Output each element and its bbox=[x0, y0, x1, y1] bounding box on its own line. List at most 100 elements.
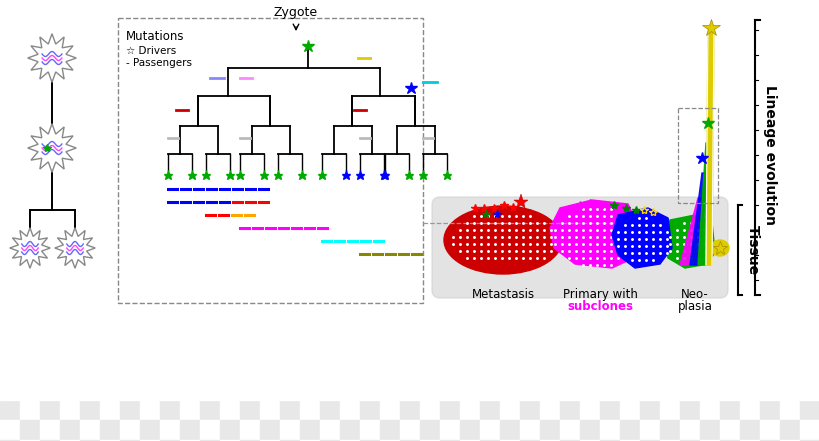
Bar bbox=[160, 220, 180, 240]
Bar bbox=[659, 0, 679, 20]
Bar bbox=[739, 180, 759, 200]
Bar bbox=[739, 0, 759, 20]
Polygon shape bbox=[679, 198, 704, 265]
Bar bbox=[479, 180, 500, 200]
Bar bbox=[540, 300, 559, 320]
Bar bbox=[260, 340, 279, 360]
Bar bbox=[60, 400, 80, 420]
Bar bbox=[100, 160, 120, 180]
Bar bbox=[360, 220, 379, 240]
Bar bbox=[80, 220, 100, 240]
Bar bbox=[279, 0, 300, 20]
Bar bbox=[440, 400, 459, 420]
Bar bbox=[419, 280, 440, 300]
Bar bbox=[519, 320, 540, 340]
Bar bbox=[799, 200, 819, 220]
Bar bbox=[0, 260, 20, 280]
Bar bbox=[559, 20, 579, 40]
Bar bbox=[279, 40, 300, 60]
Bar bbox=[200, 180, 219, 200]
Bar bbox=[279, 180, 300, 200]
Bar bbox=[40, 120, 60, 140]
Bar bbox=[619, 240, 639, 260]
Bar bbox=[60, 40, 80, 60]
Bar bbox=[240, 420, 260, 440]
Bar bbox=[579, 400, 600, 420]
Bar bbox=[300, 200, 319, 220]
Text: - Passengers: - Passengers bbox=[126, 58, 192, 68]
Bar bbox=[20, 180, 40, 200]
Bar bbox=[240, 380, 260, 400]
Bar bbox=[799, 40, 819, 60]
Bar bbox=[140, 100, 160, 120]
Bar bbox=[579, 300, 600, 320]
Bar bbox=[100, 140, 120, 160]
Bar bbox=[219, 260, 240, 280]
Bar bbox=[400, 180, 419, 200]
Bar bbox=[379, 380, 400, 400]
Text: plasia: plasia bbox=[676, 300, 712, 313]
Bar bbox=[500, 100, 519, 120]
Bar bbox=[440, 180, 459, 200]
Bar bbox=[219, 280, 240, 300]
Bar bbox=[639, 280, 659, 300]
Bar bbox=[80, 100, 100, 120]
Bar bbox=[540, 40, 559, 60]
Bar bbox=[779, 40, 799, 60]
Bar bbox=[659, 240, 679, 260]
Bar bbox=[600, 220, 619, 240]
Bar bbox=[40, 100, 60, 120]
Bar bbox=[80, 360, 100, 380]
Bar bbox=[479, 220, 500, 240]
Bar bbox=[600, 380, 619, 400]
Bar bbox=[180, 440, 200, 441]
Bar bbox=[540, 20, 559, 40]
Bar bbox=[60, 160, 80, 180]
Bar bbox=[100, 120, 120, 140]
Bar bbox=[679, 340, 699, 360]
Bar bbox=[459, 20, 479, 40]
Bar bbox=[80, 340, 100, 360]
Bar bbox=[160, 160, 180, 180]
Bar bbox=[120, 240, 140, 260]
Bar bbox=[440, 440, 459, 441]
Bar bbox=[360, 120, 379, 140]
Bar bbox=[659, 400, 679, 420]
Bar bbox=[559, 380, 579, 400]
Text: Metastasis: Metastasis bbox=[471, 288, 534, 301]
Bar bbox=[40, 80, 60, 100]
Bar bbox=[699, 40, 719, 60]
Bar bbox=[160, 260, 180, 280]
Bar bbox=[200, 240, 219, 260]
Bar bbox=[200, 40, 219, 60]
Polygon shape bbox=[10, 228, 50, 268]
Bar bbox=[500, 120, 519, 140]
Bar bbox=[379, 60, 400, 80]
Bar bbox=[639, 360, 659, 380]
Bar bbox=[400, 440, 419, 441]
Bar bbox=[0, 320, 20, 340]
Bar bbox=[40, 420, 60, 440]
Polygon shape bbox=[550, 200, 639, 268]
Bar bbox=[600, 340, 619, 360]
Bar bbox=[100, 300, 120, 320]
Bar bbox=[219, 140, 240, 160]
Bar bbox=[659, 40, 679, 60]
Bar bbox=[479, 0, 500, 20]
Bar bbox=[799, 0, 819, 20]
Bar bbox=[540, 120, 559, 140]
Bar bbox=[400, 340, 419, 360]
Bar bbox=[140, 20, 160, 40]
Bar bbox=[679, 240, 699, 260]
Bar bbox=[639, 240, 659, 260]
Bar bbox=[619, 180, 639, 200]
Bar bbox=[80, 120, 100, 140]
Bar bbox=[260, 60, 279, 80]
Bar bbox=[459, 140, 479, 160]
Bar bbox=[559, 200, 579, 220]
Bar bbox=[440, 240, 459, 260]
Bar bbox=[540, 380, 559, 400]
Bar bbox=[779, 20, 799, 40]
Bar bbox=[479, 80, 500, 100]
Bar bbox=[40, 400, 60, 420]
